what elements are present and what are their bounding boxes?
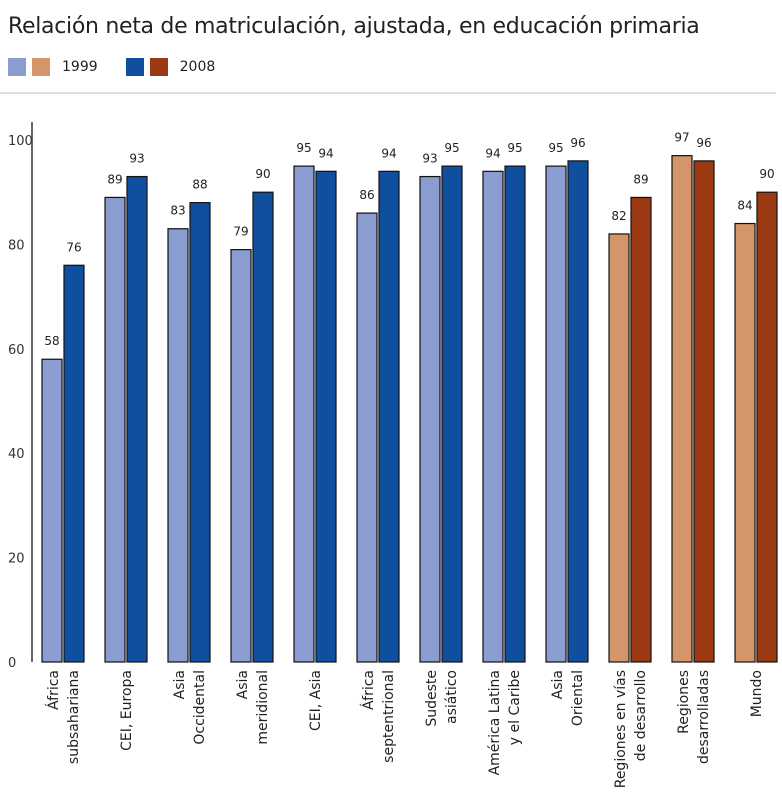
x-tick-label: Mundo	[749, 670, 765, 717]
bar-1999	[608, 233, 630, 663]
data-label-2008: 94	[381, 146, 396, 160]
x-tick-label: Regiones desarrolladas	[676, 670, 712, 764]
bar-1999	[545, 165, 567, 663]
data-label-2008: 95	[507, 141, 522, 155]
bar-1999	[104, 196, 126, 663]
bar-2008	[252, 191, 274, 663]
data-label-2008: 93	[129, 152, 144, 166]
data-label-2008: 76	[66, 240, 81, 254]
legend-swatch-2008-aggregate	[149, 58, 168, 76]
data-label-1999: 84	[737, 199, 752, 213]
x-tick-label-line: septentrional	[381, 670, 397, 763]
x-tick-label: África septentrional	[360, 670, 397, 763]
x-tick-label: CEI, Asia	[308, 670, 324, 731]
data-label-2008: 95	[444, 141, 459, 155]
x-tick-label: Sudeste asiático	[424, 670, 460, 727]
bar-1999	[293, 165, 315, 663]
x-tick-label: CEI, Europa	[119, 670, 135, 751]
x-tick-label-line: subsahariana	[66, 670, 82, 764]
x-tick-label-line: Asia	[235, 670, 251, 699]
legend-swatch-2008-regional	[125, 58, 144, 76]
chart-title: Relación neta de matriculación, ajustada…	[8, 14, 700, 39]
data-label-1999: 79	[233, 225, 248, 239]
x-tick-label-line: Oriental	[570, 670, 586, 726]
bar-2008	[441, 165, 463, 663]
x-tick-label-line: Regiones en vías	[613, 670, 629, 788]
x-tick-label-line: CEI, Asia	[308, 670, 324, 731]
x-tick-label-line: Sudeste	[424, 670, 440, 727]
x-tick-label: Regiones en vías de desarrollo	[613, 670, 649, 788]
x-tick-label: Asia meridional	[235, 670, 271, 745]
bar-2008	[756, 191, 778, 663]
bar-2008	[126, 175, 148, 663]
y-tick-label: 20	[8, 552, 25, 567]
data-label-2008: 88	[192, 178, 207, 192]
bar-1999	[230, 249, 252, 663]
bar-1999	[671, 155, 693, 663]
legend-label-2008: 2008	[179, 59, 216, 75]
x-tick-label-line: desarrolladas	[696, 670, 712, 764]
legend: 1999 2008	[8, 58, 231, 76]
data-label-1999: 89	[107, 172, 122, 186]
y-tick-label: 40	[8, 447, 25, 462]
x-tick-label: África subsahariana	[45, 670, 82, 764]
divider	[0, 92, 776, 94]
data-label-2008: 94	[318, 146, 333, 160]
bar-2008	[378, 170, 400, 663]
data-label-2008: 96	[696, 136, 711, 150]
bar-1999	[734, 222, 756, 663]
bar-1999	[482, 170, 504, 663]
x-tick-label: América Latina y el Caribe	[487, 670, 523, 775]
legend-swatch-1999-aggregate	[32, 58, 50, 76]
x-tick-label: Asia Occidental	[172, 670, 208, 745]
bar-1999	[419, 175, 441, 663]
data-label-1999: 95	[548, 141, 563, 155]
data-label-1999: 97	[674, 131, 689, 145]
x-tick-label-line: América Latina	[487, 670, 503, 775]
x-tick-label: Asia Oriental	[550, 670, 586, 726]
bar-1999	[167, 228, 189, 663]
x-tick-label-line: Regiones	[676, 670, 692, 734]
data-label-1999: 82	[611, 209, 626, 223]
x-tick-label-line: Asia	[550, 670, 566, 699]
bar-1999	[41, 358, 63, 663]
x-tick-label-line: Mundo	[749, 670, 765, 717]
data-label-1999: 83	[170, 204, 185, 218]
x-tick-label-line: África	[360, 670, 377, 710]
bar-2008	[567, 160, 589, 663]
x-tick-label-line: Occidental	[192, 670, 208, 745]
y-tick-label: 80	[8, 238, 25, 253]
y-tick-label: 0	[8, 656, 16, 671]
bar-2008	[504, 165, 526, 663]
x-tick-label-line: de desarrollo	[633, 670, 649, 761]
x-tick-label-line: CEI, Europa	[119, 670, 135, 751]
legend-label-1999: 1999	[62, 59, 98, 75]
x-tick-label-line: Asia	[172, 670, 188, 699]
y-tick-label: 100	[8, 134, 33, 149]
data-label-2008: 90	[759, 167, 774, 181]
x-tick-label-line: y el Caribe	[507, 670, 523, 745]
bar-1999	[356, 212, 378, 663]
data-label-1999: 95	[296, 141, 311, 155]
bar-2008	[63, 264, 85, 663]
data-label-1999: 94	[485, 146, 500, 160]
legend-swatch-1999-regional	[8, 58, 26, 76]
data-label-2008: 89	[633, 172, 648, 186]
y-tick-label: 60	[8, 343, 25, 358]
bar-2008	[189, 202, 211, 663]
data-label-1999: 86	[359, 188, 374, 202]
data-label-2008: 90	[255, 167, 270, 181]
data-label-2008: 96	[570, 136, 585, 150]
x-tick-label-line: meridional	[255, 670, 271, 745]
x-tick-label-line: asiático	[444, 670, 460, 724]
bar-2008	[693, 160, 715, 663]
bar-2008	[630, 196, 652, 663]
data-label-1999: 93	[422, 152, 437, 166]
data-label-1999: 58	[44, 334, 59, 348]
x-tick-label-line: África	[45, 670, 62, 710]
bar-2008	[315, 170, 337, 663]
